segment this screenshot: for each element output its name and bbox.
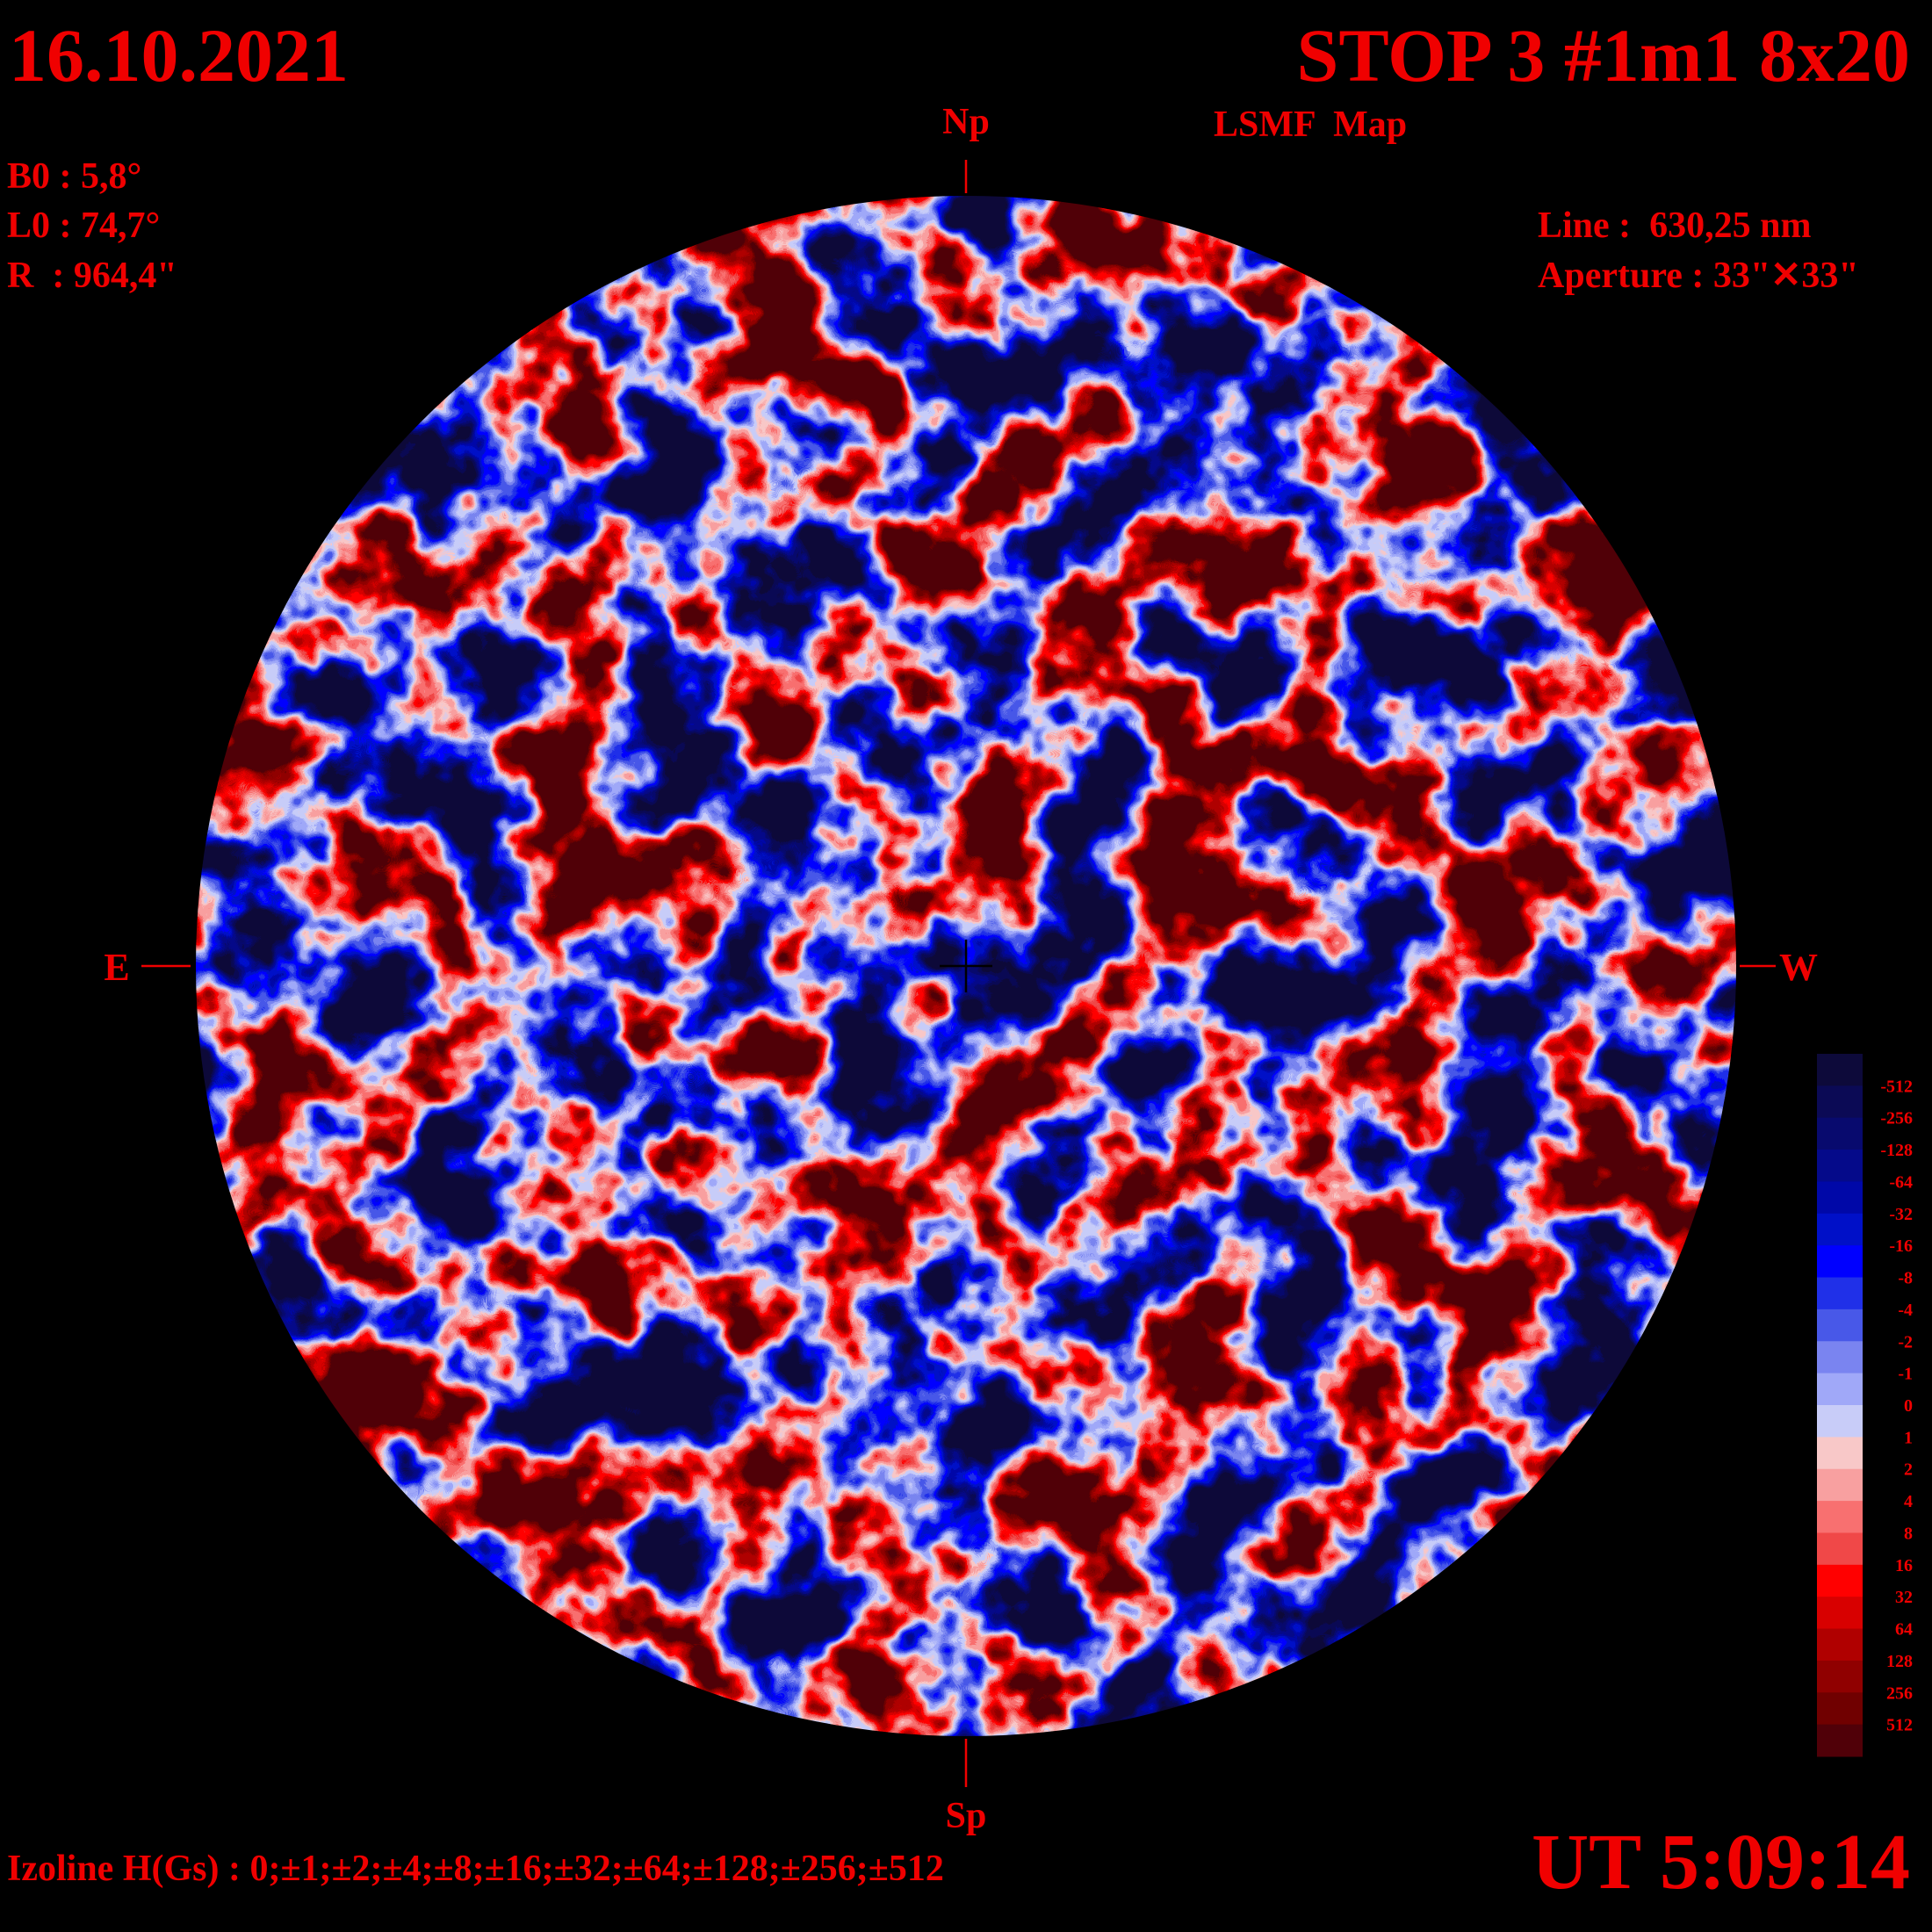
colorbar-band — [1817, 1181, 1863, 1215]
title: STOP 3 #1m1 8x20 — [1297, 13, 1910, 97]
line: Line : 630,25 nm — [1538, 205, 1812, 246]
colorbar-band — [1817, 1437, 1863, 1470]
colorbar-label: -16 — [1889, 1236, 1913, 1256]
colorbar-band — [1817, 1564, 1863, 1597]
colorbar-band — [1817, 1628, 1863, 1662]
subtitle: LSMF Map — [1214, 105, 1407, 145]
b0: B0 : 5,8° — [7, 156, 141, 197]
colorbar: -512 -256 -128 -64 -32 -16 -8 -4 -2 -1 0 1 2 4 8 16 32 64… — [1817, 1054, 1913, 1757]
colorbar-label: 1 — [1904, 1428, 1913, 1447]
colorbar-band — [1817, 1373, 1863, 1406]
south-label: Sp — [946, 1796, 987, 1836]
colorbar-band — [1817, 1692, 1863, 1726]
colorbar-label: 512 — [1886, 1716, 1913, 1735]
colorbar-band — [1817, 1597, 1863, 1630]
colorbar-label: -2 — [1898, 1332, 1913, 1352]
date: 16.10.2021 — [9, 13, 349, 97]
colorbar-label: 32 — [1895, 1588, 1913, 1607]
axes — [141, 160, 1776, 1787]
east-label: E — [104, 946, 129, 989]
colorbar-band — [1817, 1660, 1863, 1693]
time: UT 5:09:14 — [1532, 1819, 1910, 1906]
colorbar-label: 128 — [1886, 1652, 1913, 1671]
colorbar-label: 2 — [1904, 1460, 1913, 1480]
west-label: W — [1779, 946, 1818, 989]
colorbar-label: -512 — [1880, 1077, 1913, 1096]
colorbar-band — [1817, 1085, 1863, 1119]
colorbar-label: -1 — [1898, 1365, 1913, 1384]
colorbar-label: -32 — [1889, 1205, 1913, 1224]
colorbar-band — [1817, 1405, 1863, 1438]
colorbar-label: 0 — [1904, 1396, 1913, 1416]
colorbar-band — [1817, 1277, 1863, 1310]
colorbar-band — [1817, 1308, 1863, 1342]
colorbar-label: -128 — [1880, 1141, 1913, 1160]
colorbar-label: -4 — [1898, 1301, 1913, 1320]
colorbar-band — [1817, 1724, 1863, 1757]
colorbar-band — [1817, 1341, 1863, 1374]
colorbar-band — [1817, 1213, 1863, 1246]
colorbar-band — [1817, 1245, 1863, 1279]
colorbar-label: -8 — [1898, 1269, 1913, 1288]
colorbar-band — [1817, 1117, 1863, 1150]
colorbar-band — [1817, 1501, 1863, 1533]
colorbar-label: -256 — [1880, 1109, 1913, 1128]
colorbar-band — [1817, 1468, 1863, 1502]
footer: Izoline H(Gs) : 0;±1;±2;±4;±8;±16;±32;±6… — [7, 1849, 944, 1889]
colorbar-band — [1817, 1532, 1863, 1566]
north-label: Np — [942, 102, 990, 142]
radius: R : 964,4" — [7, 256, 177, 296]
colorbar-label: 64 — [1895, 1620, 1913, 1640]
aperture: Aperture : 33"✕33" — [1538, 256, 1859, 296]
l0: L0 : 74,7° — [7, 205, 160, 246]
colorbar-label: 8 — [1904, 1524, 1913, 1543]
colorbar-label: 4 — [1904, 1492, 1913, 1511]
colorbar-label: 256 — [1886, 1683, 1913, 1703]
colorbar-label: 16 — [1895, 1556, 1913, 1575]
colorbar-band — [1817, 1054, 1863, 1086]
colorbar-label: -64 — [1889, 1172, 1913, 1192]
colorbar-band — [1817, 1150, 1863, 1182]
